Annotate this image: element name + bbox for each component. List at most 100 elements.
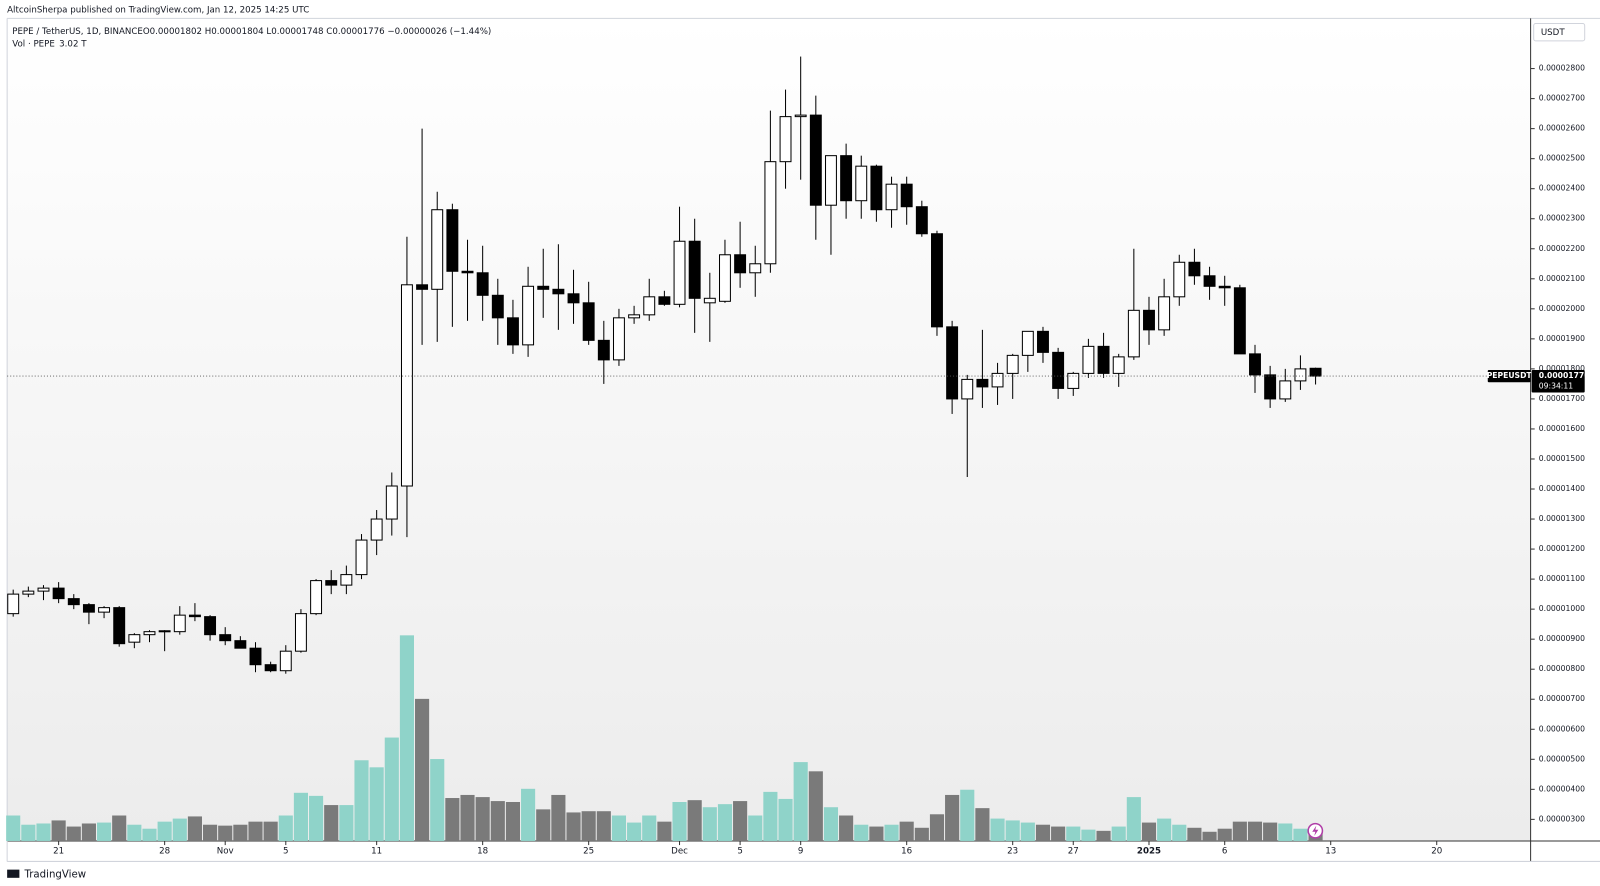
candle <box>1158 278 1171 336</box>
candle-body <box>1021 330 1034 356</box>
y-tick-label: 0.00001400 <box>1539 484 1585 493</box>
candle <box>400 236 413 538</box>
volume-bar <box>1081 829 1096 841</box>
candle-body <box>340 574 353 586</box>
candle <box>340 565 353 595</box>
candle <box>961 374 974 477</box>
volume-bar <box>1202 831 1217 841</box>
candle <box>522 266 535 357</box>
candle <box>7 589 20 617</box>
candle-body <box>385 485 398 520</box>
candle <box>643 278 656 321</box>
candle <box>67 594 80 610</box>
volume-bar <box>1141 822 1157 841</box>
candle <box>1037 326 1049 363</box>
volume-bar <box>854 824 869 841</box>
candle-body <box>1309 367 1322 377</box>
candle-body <box>597 339 610 361</box>
candle <box>1127 248 1140 360</box>
candle-body <box>67 598 80 606</box>
candle-body <box>264 664 277 672</box>
volume-bar <box>81 823 96 841</box>
currency[interactable]: USDT <box>1541 28 1565 38</box>
x-tick-label: 6 <box>1222 847 1228 857</box>
brand-text: TradingView <box>23 870 86 881</box>
y-tick-label: 0.00002600 <box>1539 124 1585 133</box>
candle <box>749 245 762 297</box>
y-tick-label: 0.00002000 <box>1539 304 1585 313</box>
candle-body <box>794 114 807 118</box>
candle <box>688 218 701 333</box>
volume-bar <box>672 802 687 841</box>
countdown-text: 09:34:11 <box>1539 381 1573 390</box>
candle <box>1218 275 1231 306</box>
candle <box>885 176 898 228</box>
candle <box>204 615 217 641</box>
candle-body <box>431 209 444 290</box>
volume-bar <box>1247 821 1263 841</box>
currency-box[interactable] <box>1533 23 1586 42</box>
candle-body <box>885 183 898 211</box>
volume-bar <box>1232 821 1247 841</box>
candle <box>976 329 989 408</box>
candle <box>143 630 156 643</box>
y-tick-label: 0.00001000 <box>1539 604 1585 613</box>
x-tick-label: 5 <box>283 847 289 857</box>
volume-bar <box>505 802 521 841</box>
volume-bar <box>1005 820 1020 841</box>
candle <box>506 299 519 354</box>
volume-bar <box>687 800 702 841</box>
volume-bar <box>929 814 945 841</box>
candle-body <box>491 294 504 319</box>
volume-value: 3.02 T <box>59 39 87 49</box>
candle <box>537 248 550 318</box>
volume-bar <box>36 823 51 841</box>
candle-body <box>1203 275 1216 287</box>
candle-body <box>734 254 747 274</box>
candle <box>1203 266 1216 300</box>
volume-bar <box>793 762 808 841</box>
candle <box>1279 368 1292 402</box>
candle-body <box>643 296 656 316</box>
candle-body <box>128 634 141 643</box>
candle <box>855 155 868 219</box>
candle-body <box>446 209 459 272</box>
candle <box>370 510 383 556</box>
candle-body <box>779 116 792 163</box>
volume-bar <box>611 815 627 841</box>
candle-body <box>582 302 595 341</box>
volume-bar <box>293 792 308 841</box>
candle <box>567 269 580 324</box>
volume-bar <box>702 807 717 841</box>
candle <box>612 308 625 366</box>
candle <box>98 606 111 619</box>
candle <box>431 191 444 342</box>
candle <box>718 239 731 303</box>
volume-bar <box>66 826 81 841</box>
x-tick-label: 27 <box>1068 847 1079 857</box>
volume-bar <box>839 815 854 841</box>
candle <box>1112 353 1125 387</box>
lightning-icon[interactable] <box>1307 822 1324 839</box>
candle <box>279 645 292 674</box>
x-tick-label: 25 <box>583 847 594 857</box>
volume-bar <box>1020 822 1035 841</box>
volume-bar <box>1263 822 1278 841</box>
y-tick-label: 0.00002100 <box>1539 274 1585 283</box>
x-tick-label: 5 <box>737 847 743 857</box>
symbol-tag <box>1487 369 1531 383</box>
x-tick-label: 28 <box>159 847 170 857</box>
candle-body <box>355 539 368 576</box>
candle-body <box>158 630 171 633</box>
volume-bar <box>642 815 657 841</box>
volume-bar <box>1187 827 1202 841</box>
x-tick-label: 21 <box>53 847 64 857</box>
volume-bar <box>884 824 899 841</box>
candle-body <box>1037 330 1049 353</box>
candle-body <box>1188 261 1201 277</box>
candle-body <box>855 165 868 202</box>
candle-body <box>1052 351 1065 389</box>
volume-bar <box>51 820 66 841</box>
volume-bar <box>369 767 384 841</box>
candle-body <box>931 233 943 328</box>
